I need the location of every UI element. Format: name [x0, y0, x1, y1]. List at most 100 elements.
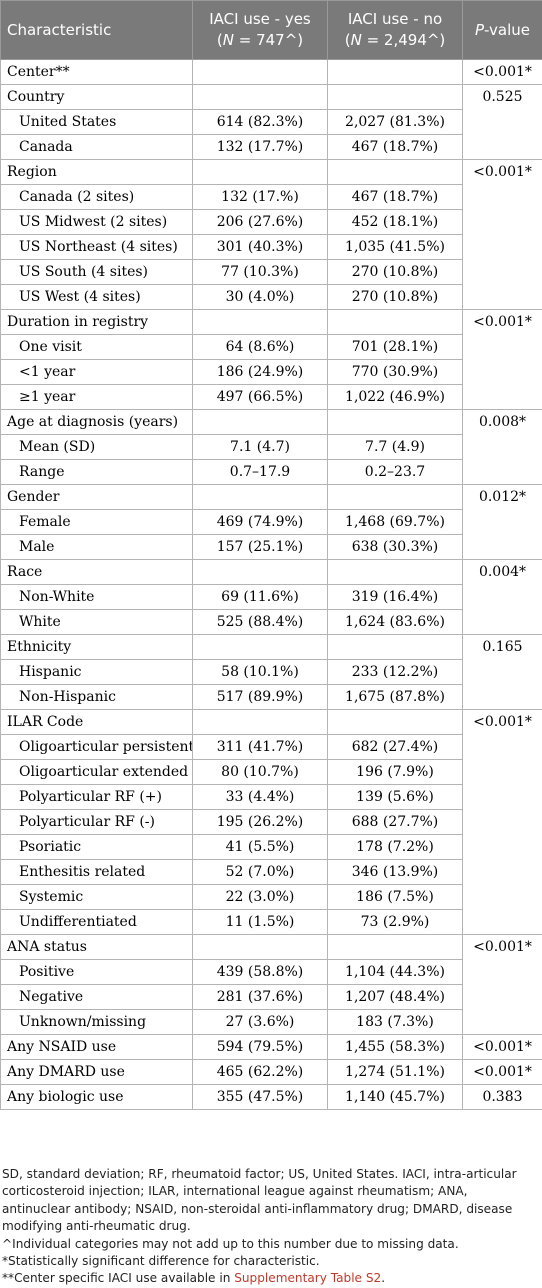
cell-iaci-yes — [193, 310, 328, 335]
cell-p-value — [463, 235, 542, 260]
cell-iaci-no: 319 (16.4%) — [328, 585, 463, 610]
row-label: Any DMARD use — [1, 1060, 193, 1085]
cell-p-value — [463, 760, 542, 785]
cell-iaci-no — [328, 85, 463, 110]
cell-iaci-no: 452 (18.1%) — [328, 210, 463, 235]
cell-p-value: 0.525 — [463, 85, 542, 110]
characteristics-table: Characteristic IACI use - yes (N = 747^)… — [0, 0, 542, 1110]
cell-iaci-yes: 41 (5.5%) — [193, 835, 328, 860]
cell-p-value — [463, 585, 542, 610]
table-row: Polyarticular RF (-)195 (26.2%)688 (27.7… — [1, 810, 542, 835]
cell-p-value — [463, 460, 542, 485]
cell-p-value: 0.008* — [463, 410, 542, 435]
cell-iaci-yes: 30 (4.0%) — [193, 285, 328, 310]
row-label: Enthesitis related — [1, 860, 193, 885]
table-row: US Midwest (2 sites)206 (27.6%)452 (18.1… — [1, 210, 542, 235]
cell-p-value: <0.001* — [463, 710, 542, 735]
cell-iaci-yes: 52 (7.0%) — [193, 860, 328, 885]
cell-p-value — [463, 610, 542, 635]
footnote-caret: ^Individual categories may not add up to… — [2, 1236, 538, 1253]
cell-iaci-yes: 80 (10.7%) — [193, 760, 328, 785]
row-label: Psoriatic — [1, 835, 193, 860]
cell-p-value: 0.004* — [463, 560, 542, 585]
row-label: Negative — [1, 985, 193, 1010]
cell-iaci-yes: 186 (24.9%) — [193, 360, 328, 385]
row-label: Unknown/missing — [1, 1010, 193, 1035]
table-figure: Characteristic IACI use - yes (N = 747^)… — [0, 0, 542, 1110]
cell-iaci-yes: 301 (40.3%) — [193, 235, 328, 260]
cell-iaci-no: 73 (2.9%) — [328, 910, 463, 935]
row-label: Region — [1, 160, 193, 185]
cell-iaci-no: 7.7 (4.9) — [328, 435, 463, 460]
cell-p-value — [463, 685, 542, 710]
cell-iaci-no: 346 (13.9%) — [328, 860, 463, 885]
table-row: ILAR Code<0.001* — [1, 710, 542, 735]
cell-iaci-yes — [193, 60, 328, 85]
cell-iaci-no: 1,140 (45.7%) — [328, 1085, 463, 1110]
table-row: Duration in registry<0.001* — [1, 310, 542, 335]
header-iaci-yes: IACI use - yes (N = 747^) — [193, 1, 328, 60]
cell-iaci-yes: 497 (66.5%) — [193, 385, 328, 410]
cell-iaci-yes — [193, 410, 328, 435]
row-label: Canada — [1, 135, 193, 160]
cell-iaci-no: 770 (30.9%) — [328, 360, 463, 385]
cell-p-value — [463, 285, 542, 310]
cell-p-value — [463, 210, 542, 235]
row-label: Non-Hispanic — [1, 685, 193, 710]
cell-iaci-no: 2,027 (81.3%) — [328, 110, 463, 135]
cell-iaci-yes — [193, 935, 328, 960]
row-label: Any NSAID use — [1, 1035, 193, 1060]
cell-p-value — [463, 185, 542, 210]
row-label: Oligoarticular persistent — [1, 735, 193, 760]
row-label: Non-White — [1, 585, 193, 610]
cell-iaci-no: 682 (27.4%) — [328, 735, 463, 760]
cell-p-value — [463, 835, 542, 860]
cell-iaci-yes: 465 (62.2%) — [193, 1060, 328, 1085]
cell-iaci-no: 1,675 (87.8%) — [328, 685, 463, 710]
cell-p-value — [463, 1010, 542, 1035]
row-label: ≥1 year — [1, 385, 193, 410]
row-label: Mean (SD) — [1, 435, 193, 460]
cell-iaci-no: 1,455 (58.3%) — [328, 1035, 463, 1060]
supplementary-table-link[interactable]: Supplementary Table S2 — [234, 1271, 381, 1285]
cell-iaci-yes — [193, 85, 328, 110]
row-label: Center** — [1, 60, 193, 85]
cell-iaci-yes — [193, 485, 328, 510]
header-characteristic: Characteristic — [1, 1, 193, 60]
cell-iaci-no: 139 (5.6%) — [328, 785, 463, 810]
row-label: Male — [1, 535, 193, 560]
cell-iaci-no — [328, 710, 463, 735]
cell-iaci-no: 1,022 (46.9%) — [328, 385, 463, 410]
cell-iaci-no: 233 (12.2%) — [328, 660, 463, 685]
header-iaci-yes-line1: IACI use - yes — [209, 10, 311, 28]
footnote-double-star: **Center specific IACI use available in … — [2, 1270, 538, 1287]
table-row: ANA status<0.001* — [1, 935, 542, 960]
cell-iaci-no: 467 (18.7%) — [328, 135, 463, 160]
row-label: White — [1, 610, 193, 635]
cell-p-value — [463, 260, 542, 285]
cell-iaci-no: 688 (27.7%) — [328, 810, 463, 835]
cell-iaci-yes: 64 (8.6%) — [193, 335, 328, 360]
cell-iaci-yes: 11 (1.5%) — [193, 910, 328, 935]
cell-p-value — [463, 385, 542, 410]
cell-iaci-no — [328, 635, 463, 660]
row-label: US West (4 sites) — [1, 285, 193, 310]
cell-p-value — [463, 435, 542, 460]
cell-iaci-yes: 157 (25.1%) — [193, 535, 328, 560]
table-footnotes: SD, standard deviation; RF, rheumatoid f… — [0, 1166, 538, 1288]
cell-iaci-no: 196 (7.9%) — [328, 760, 463, 785]
cell-iaci-yes: 594 (79.5%) — [193, 1035, 328, 1060]
cell-iaci-yes: 22 (3.0%) — [193, 885, 328, 910]
table-row: US Northeast (4 sites)301 (40.3%)1,035 (… — [1, 235, 542, 260]
table-row: Polyarticular RF (+)33 (4.4%)139 (5.6%) — [1, 785, 542, 810]
